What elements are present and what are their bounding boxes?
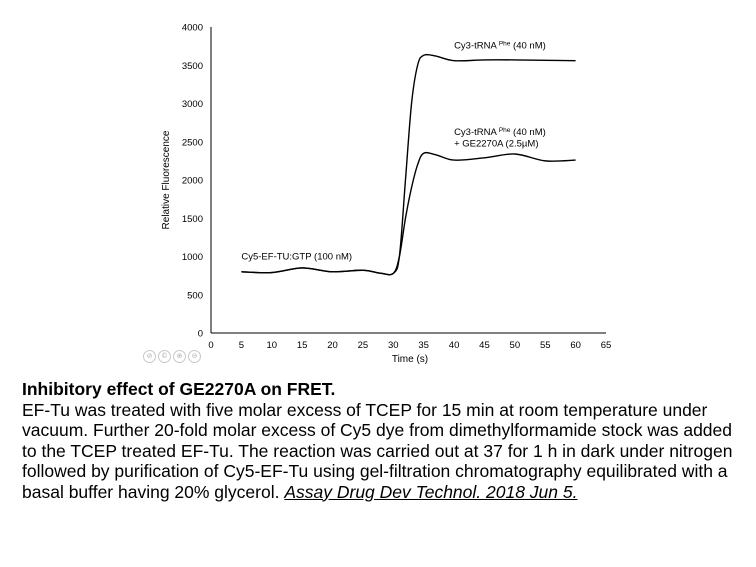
x-tick-label: 55 xyxy=(540,340,551,351)
citation-link[interactable]: Assay Drug Dev Technol. 2018 Jun 5. xyxy=(284,481,578,502)
zoom-icon[interactable]: ⊕ xyxy=(173,350,186,363)
y-tick-label: 3000 xyxy=(182,99,203,110)
x-tick-label: 20 xyxy=(327,340,338,351)
x-tick-label: 60 xyxy=(570,340,581,351)
x-tick-label: 10 xyxy=(266,340,277,351)
x-tick-label: 30 xyxy=(388,340,399,351)
x-axis-title: Time (s) xyxy=(392,354,428,365)
annotation-lower2: + GE2270A (2.5µM) xyxy=(454,138,538,149)
series-line-2 xyxy=(241,151,576,276)
x-tick-label: 25 xyxy=(358,340,369,351)
y-tick-label: 500 xyxy=(187,290,203,301)
figure-caption: Inhibitory effect of GE2270A on FRET. EF… xyxy=(22,379,747,502)
axes xyxy=(210,27,606,334)
y-tick-label: 2500 xyxy=(182,137,203,148)
y-tick-label: 4000 xyxy=(182,23,203,34)
caption-body: EF-Tu was treated with five molar excess… xyxy=(22,399,733,502)
no-entry-icon[interactable]: ⊘ xyxy=(143,350,156,363)
x-tick-label: 15 xyxy=(297,340,308,351)
copyright-icon[interactable]: © xyxy=(158,350,171,363)
series-lines xyxy=(241,53,576,276)
y-tick-label: 2000 xyxy=(182,176,203,187)
x-tick-label: 45 xyxy=(479,340,490,351)
x-tick-label: 65 xyxy=(601,340,612,351)
annotation-base: Cy5-EF-TU:GTP (100 nM) xyxy=(241,252,352,263)
series-line-1 xyxy=(241,53,576,276)
y-tick-label: 1000 xyxy=(182,252,203,263)
minus-icon[interactable]: ⊖ xyxy=(188,350,201,363)
x-tick-label: 40 xyxy=(449,340,460,351)
x-tick-label: 35 xyxy=(418,340,429,351)
y-tick-label: 1500 xyxy=(182,214,203,225)
image-toolbar: ⊘ © ⊕ ⊖ xyxy=(143,350,201,363)
x-tick-label: 0 xyxy=(208,340,213,351)
x-tick-label: 5 xyxy=(239,340,244,351)
y-tick-label: 0 xyxy=(198,329,203,340)
annotation-upper: Cy3-tRNA Phe (40 nM) xyxy=(454,40,546,51)
fluorescence-chart: 0 500 1000 1500 2000 2500 3000 3500 4000 0 5 10 15 20… xyxy=(161,23,611,366)
tick-labels: 0 500 1000 1500 2000 2500 3000 3500 4000 0 5 10 15 20… xyxy=(182,23,611,352)
y-tick-label: 3500 xyxy=(182,61,203,72)
caption-title: Inhibitory effect of GE2270A on FRET. xyxy=(22,379,336,399)
annotation-lower1: Cy3-tRNA Phe (40 nM) xyxy=(454,127,546,138)
x-tick-label: 50 xyxy=(510,340,521,351)
annotations: Cy3-tRNA Phe (40 nM)Cy3-tRNA Phe (40 nM)+ … xyxy=(241,40,545,262)
y-axis-title: Relative Fluorescence xyxy=(161,130,172,229)
